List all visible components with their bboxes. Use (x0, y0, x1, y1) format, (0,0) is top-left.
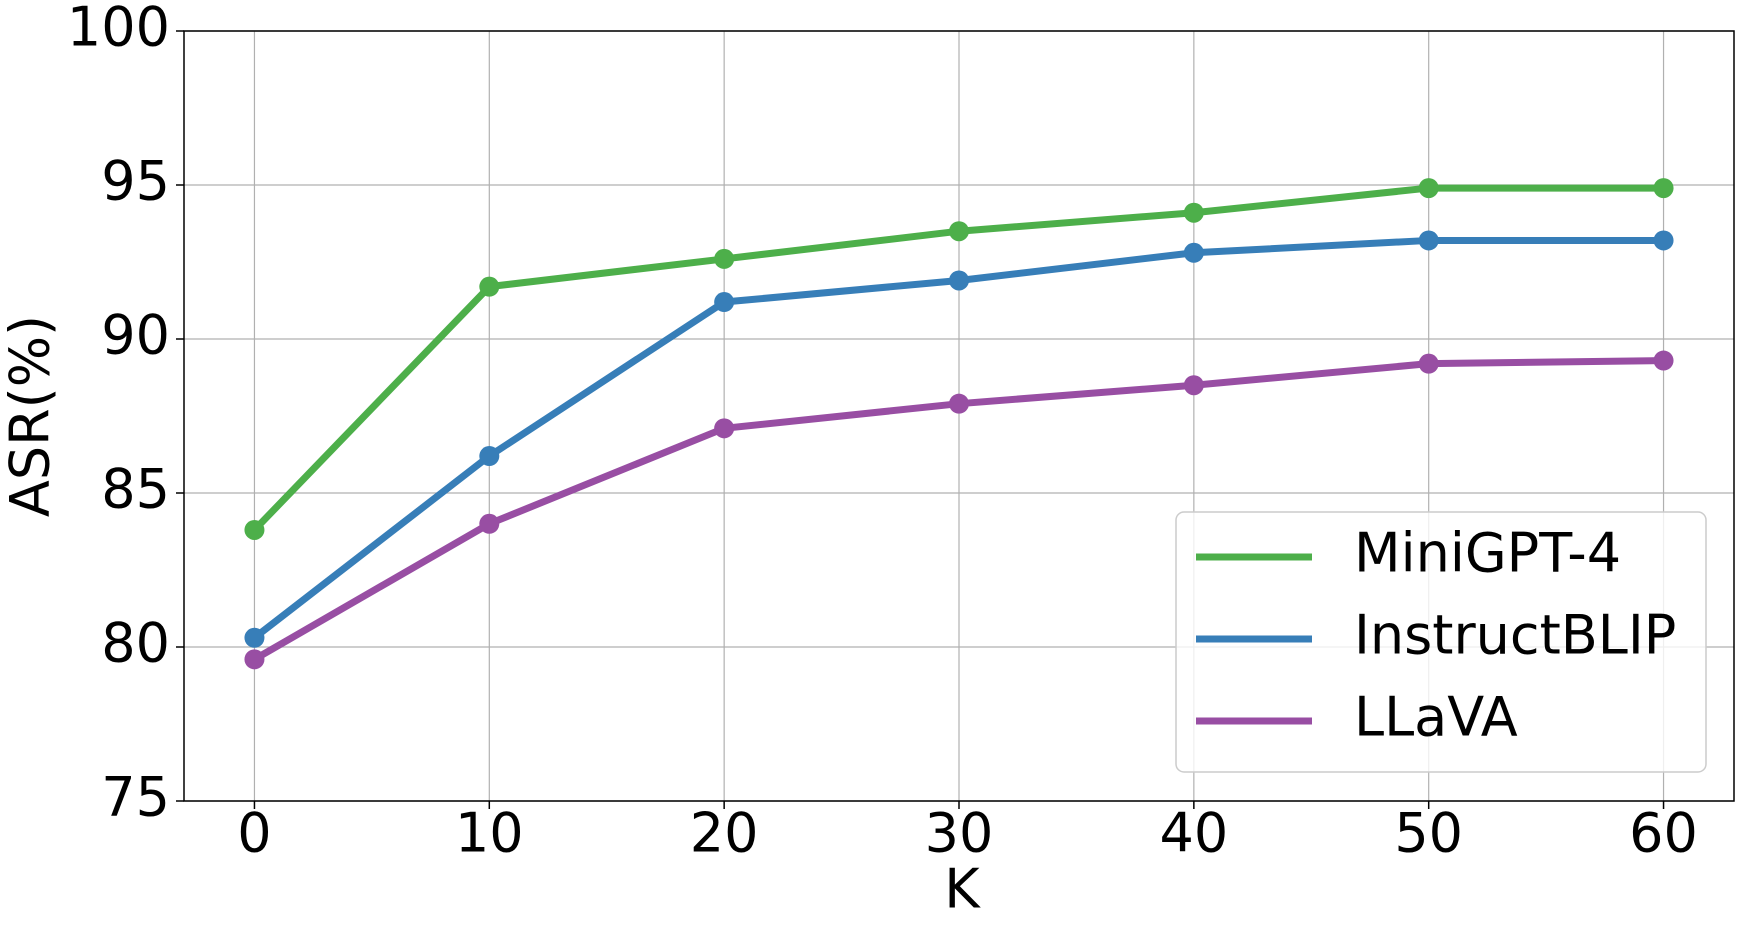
data-point (1418, 353, 1439, 374)
legend-label: InstructBLIP (1354, 604, 1676, 667)
y-tick-label: 80 (101, 612, 170, 675)
y-tick-label: 85 (101, 458, 170, 521)
legend-label: MiniGPT-4 (1354, 522, 1621, 585)
data-point (714, 248, 735, 269)
x-tick-label: 0 (237, 802, 271, 865)
data-point (1418, 178, 1439, 199)
data-point (1183, 375, 1204, 396)
data-point (479, 513, 500, 534)
data-point (949, 221, 969, 242)
x-tick-label: 30 (925, 802, 994, 865)
data-point (1183, 202, 1204, 223)
data-point (1183, 242, 1204, 263)
x-tick-label: 20 (690, 802, 759, 865)
y-tick-label: 90 (101, 304, 170, 367)
data-point (479, 276, 500, 297)
data-point (949, 393, 969, 414)
x-tick-label: 60 (1629, 802, 1698, 865)
data-point (1653, 350, 1674, 371)
data-point (1653, 178, 1674, 199)
x-tick-label: 10 (455, 802, 524, 865)
x-axis-label: K (944, 858, 981, 921)
y-axis-label: ASR(%) (0, 315, 62, 517)
data-point (244, 627, 265, 648)
data-point (714, 418, 735, 439)
data-point (714, 292, 735, 313)
data-point (1418, 230, 1439, 251)
y-tick-label: 75 (101, 766, 170, 829)
plot-frame (183, 30, 1735, 802)
y-tick-label: 95 (101, 150, 170, 213)
legend-box (1175, 511, 1707, 773)
x-tick-label: 50 (1394, 802, 1463, 865)
data-point (244, 649, 265, 670)
data-point (1653, 230, 1674, 251)
data-point (949, 270, 969, 291)
data-point (244, 519, 265, 540)
x-tick-label: 40 (1159, 802, 1228, 865)
y-tick-label: 100 (67, 0, 170, 59)
data-point (479, 446, 500, 467)
legend-label: LLaVA (1354, 686, 1518, 749)
